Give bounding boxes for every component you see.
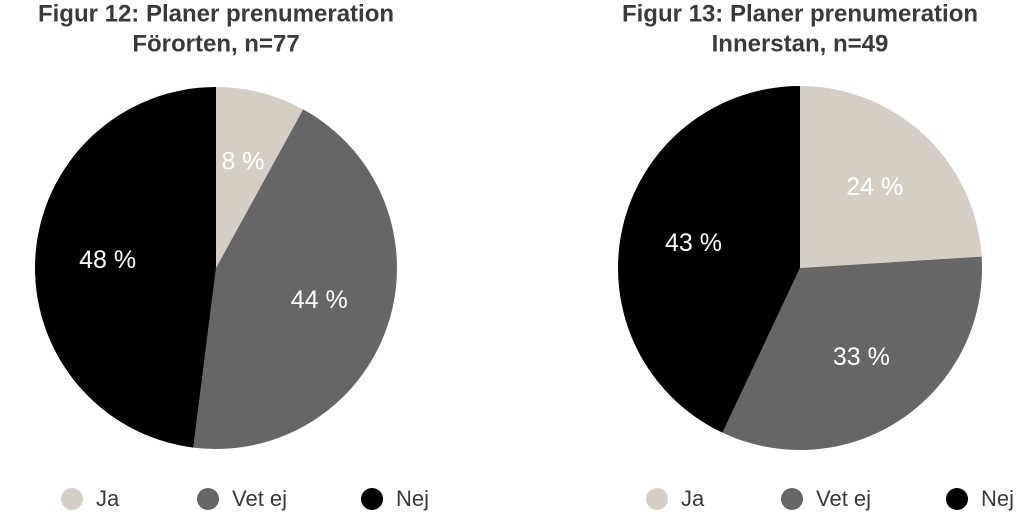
legend-label: Ja (681, 486, 705, 511)
pie-slice (216, 87, 304, 268)
pie-slice (193, 109, 398, 449)
chart-title: Figur 13: Planer prenumeration (622, 0, 978, 27)
value-label: 8 % (221, 147, 264, 175)
value-label: 44 % (291, 286, 348, 314)
chart-subtitle: Innerstan, n=49 (712, 30, 889, 57)
chart-subtitle: Förorten, n=77 (132, 30, 299, 57)
legend-label: Nej (396, 486, 429, 511)
pie-slice (800, 86, 982, 268)
pie-slice (722, 256, 982, 451)
legend-label: Ja (96, 486, 120, 511)
legend-marker (646, 488, 668, 510)
pie-slice (34, 87, 217, 448)
legend-label: Nej (981, 486, 1014, 511)
legend-marker (781, 488, 803, 510)
legend-marker (946, 488, 968, 510)
chart-title: Figur 12: Planer prenumeration (38, 0, 394, 27)
value-label: 48 % (79, 246, 136, 274)
legend-marker (61, 488, 83, 510)
pie-slice (618, 86, 800, 433)
value-label: 24 % (846, 173, 903, 201)
value-label: 43 % (665, 229, 722, 257)
legend-marker (197, 488, 219, 510)
value-label: 33 % (833, 343, 890, 371)
legend-label: Vet ej (816, 486, 871, 511)
legend-marker (361, 488, 383, 510)
legend-label: Vet ej (232, 486, 287, 511)
